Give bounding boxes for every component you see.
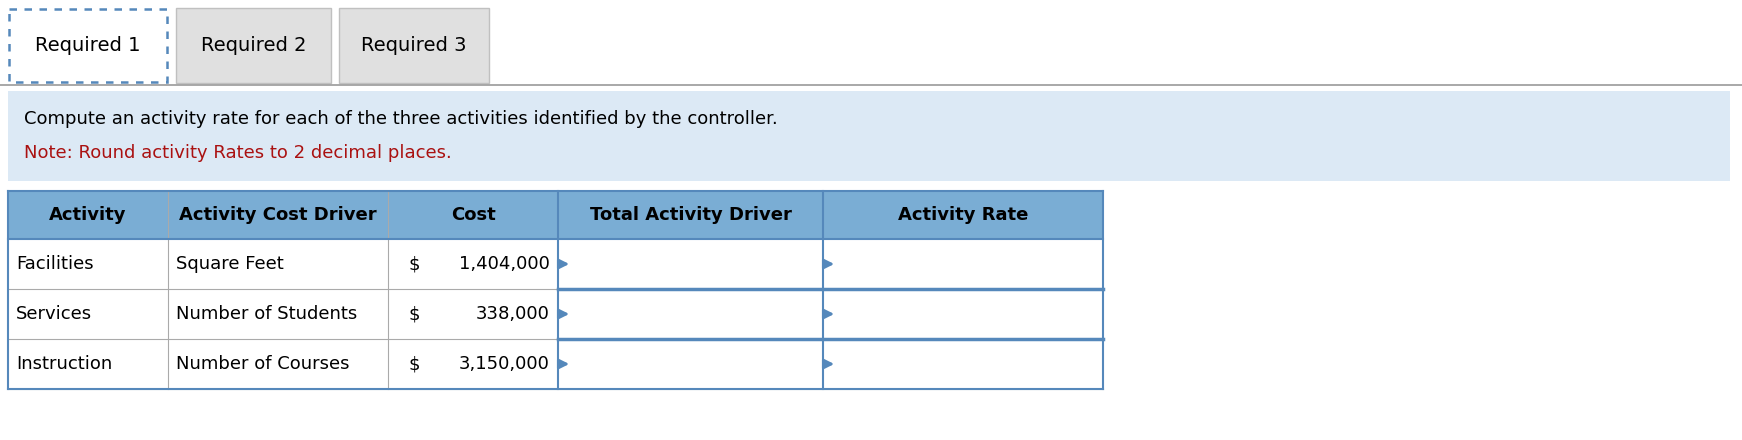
- Text: Activity Cost Driver: Activity Cost Driver: [179, 206, 376, 224]
- Text: Square Feet: Square Feet: [176, 255, 284, 273]
- Text: Number of Students: Number of Students: [176, 305, 357, 323]
- Text: 338,000: 338,000: [476, 305, 550, 323]
- Text: Activity Rate: Activity Rate: [897, 206, 1028, 224]
- Text: Note: Round activity Rates to 2 decimal places.: Note: Round activity Rates to 2 decimal …: [24, 144, 451, 162]
- Text: Instruction: Instruction: [16, 355, 111, 373]
- Text: 1,404,000: 1,404,000: [460, 255, 550, 273]
- Text: Required 2: Required 2: [200, 36, 307, 55]
- Text: 3,150,000: 3,150,000: [460, 355, 550, 373]
- Text: Total Activity Driver: Total Activity Driver: [589, 206, 791, 224]
- FancyBboxPatch shape: [9, 91, 1730, 181]
- Text: Services: Services: [16, 305, 92, 323]
- FancyBboxPatch shape: [9, 8, 167, 83]
- Text: Number of Courses: Number of Courses: [176, 355, 350, 373]
- Text: Required 3: Required 3: [361, 36, 467, 55]
- FancyBboxPatch shape: [176, 8, 331, 83]
- FancyBboxPatch shape: [340, 8, 490, 83]
- Text: $: $: [408, 355, 420, 373]
- FancyBboxPatch shape: [9, 191, 1103, 239]
- Text: Facilities: Facilities: [16, 255, 94, 273]
- Text: Cost: Cost: [451, 206, 495, 224]
- Text: Activity: Activity: [49, 206, 127, 224]
- Text: Compute an activity rate for each of the three activities identified by the cont: Compute an activity rate for each of the…: [24, 110, 777, 128]
- Text: $: $: [408, 305, 420, 323]
- Text: Required 1: Required 1: [35, 36, 141, 55]
- Text: $: $: [408, 255, 420, 273]
